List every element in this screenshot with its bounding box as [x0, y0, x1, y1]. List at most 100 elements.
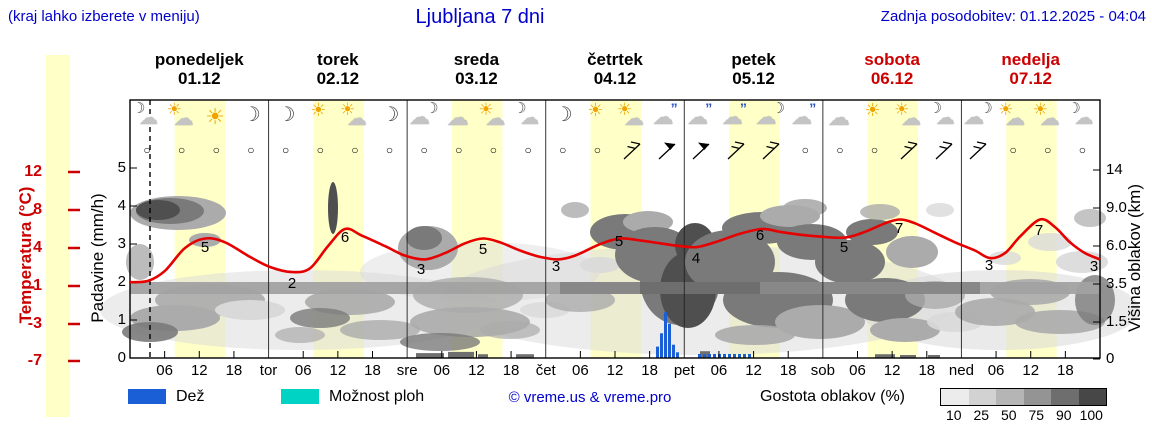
temperature-value-label: 3 — [985, 257, 993, 274]
cloud-cover-symbol: ○ — [351, 143, 359, 157]
rain-bar — [676, 352, 679, 358]
cloud-blob — [580, 257, 620, 273]
moon-icon: ☽ — [928, 100, 943, 117]
drizzle-mark — [748, 354, 751, 358]
cloud-icon: ☁ — [624, 108, 644, 130]
temperature-value-label: 5 — [479, 241, 487, 258]
cloud-blob — [846, 219, 898, 245]
temp-tick-label: 8 — [33, 201, 42, 218]
cloud-cover-symbol: ○ — [247, 143, 255, 157]
cloud-icon: ☁ — [1005, 108, 1026, 130]
cloud-cover-symbol: ○ — [559, 143, 567, 157]
precip-tick-label: 4 — [117, 197, 126, 214]
precip-tick-label: 1 — [117, 311, 126, 328]
moon-icon: ☽ — [979, 100, 993, 117]
xaxis-hour-label: 18 — [641, 362, 658, 379]
weather-icon-moon-cloud: ☽ ☁ — [927, 101, 961, 141]
cloud-cover-symbol: ○ — [143, 143, 151, 157]
sun-icon: ☀ — [205, 104, 226, 129]
cloud-blob — [783, 199, 827, 217]
cloud-cover-symbol: ○ — [177, 143, 186, 157]
cloud-cover-symbol: ○ — [524, 143, 532, 157]
weather-icon-sun-fog: ☀ — [580, 101, 614, 141]
temperature-value-label: 7 — [895, 220, 903, 237]
day-header-petek: petek 05.12 — [684, 50, 823, 88]
cloud-cover-symbol: ○ — [1044, 143, 1052, 157]
weather-icon-moon: ☽ — [234, 101, 268, 141]
cloud-blob — [290, 308, 350, 328]
sun-icon: ☀ — [587, 100, 604, 120]
credit-link[interactable]: © vreme.us & vreme.pro — [508, 389, 672, 406]
day-header-četrtek: četrtek 04.12 — [546, 50, 685, 88]
weather-icon-moon-cloud: ☽ ☁ — [130, 101, 164, 141]
cloud-tick-label: 3.5 — [1106, 275, 1127, 292]
weather-icon-sun-fog: ☀ — [303, 101, 337, 141]
temperature-value-label: 3 — [1090, 258, 1098, 275]
weather-icon-moon-cloud: ☽ ☁ — [1065, 101, 1099, 141]
temperature-value-label: 6 — [341, 229, 349, 246]
cloud-blob — [926, 203, 954, 217]
sun-icon: ☀ — [310, 100, 327, 120]
xaxis-hour-label: 06 — [294, 362, 312, 379]
drizzle-mark — [738, 354, 741, 358]
xaxis-hour-label: 12 — [329, 362, 347, 379]
precip-tick-label: 2 — [117, 273, 126, 290]
density-tick-label: 75 — [1028, 407, 1045, 423]
day-header-sreda: sreda 03.12 — [407, 50, 546, 88]
cloud-icon: ☁ — [652, 106, 674, 129]
weather-icon-sun-cloud: ☀ ☁ — [892, 101, 926, 141]
drizzle-mark — [728, 354, 731, 358]
moon-icon: ☽ — [513, 100, 527, 117]
cloud-cover-symbol: ○ — [455, 143, 463, 157]
density-segment — [941, 389, 969, 405]
drizzle-mark — [743, 354, 746, 358]
cloud-blob — [955, 298, 1035, 326]
cloud-icon: ☁ — [901, 108, 922, 130]
gray-precip-bar — [928, 355, 940, 358]
cloud-cover-symbol: ○ — [281, 143, 290, 157]
xaxis-hour-label: 06 — [433, 362, 451, 379]
last-updated: Zadnja posodobitev: 01.12.2025 - 04:04 — [880, 8, 1146, 25]
day-header-torek: torek 02.12 — [269, 50, 408, 88]
cloud-icon: ☁ — [173, 108, 194, 130]
day-header-ponedeljek: ponedeljek 01.12 — [130, 50, 269, 88]
cloud-cover-symbol: ○ — [385, 143, 394, 157]
cloud-icon: ☁ — [935, 108, 955, 129]
weather-icon-cloud-drizzle: ☁” — [719, 101, 753, 141]
cloud-cover-symbol: ○ — [801, 143, 809, 157]
cloud-blob — [275, 327, 325, 343]
precipitation-layer — [416, 312, 940, 358]
cloud-icon: ☁ — [827, 105, 850, 130]
day-date: 05.12 — [732, 69, 775, 88]
temperature-value-label: 7 — [1035, 222, 1043, 239]
cloud-cover-symbol: ○ — [593, 143, 602, 157]
cloud-blob — [189, 233, 221, 247]
cloud-tick-label: 9.0 — [1106, 199, 1127, 216]
gray-precip-bar — [448, 351, 474, 358]
xaxis-hour-label: 18 — [918, 362, 936, 379]
cloud-blob — [870, 318, 940, 342]
gray-precip-bar — [416, 353, 444, 358]
drizzle-icon: ” — [809, 100, 817, 116]
showers-legend-label: Možnost ploh — [329, 388, 425, 405]
day-name: petek — [731, 50, 776, 69]
cloud-icon: ☁ — [1039, 108, 1060, 130]
gray-precip-bar — [478, 354, 488, 358]
cloud-blob — [215, 300, 285, 320]
cloud-cover-symbol: ○ — [316, 143, 324, 157]
xaxis-hour-label: 12 — [190, 362, 208, 379]
cloud-density-label: Gostota oblakov (%) — [760, 388, 905, 405]
weather-icon-cloud-moon: ☽ ☁ — [407, 101, 441, 141]
density-tick-label: 50 — [1000, 407, 1017, 423]
cloud-tick-label: 0 — [1106, 350, 1115, 367]
xaxis-hour-label: 06 — [987, 362, 1005, 379]
moon-icon: ☽ — [771, 100, 786, 117]
day-header-nedelja: nedelja 07.12 — [961, 50, 1100, 88]
temperature-value-label: 2 — [288, 275, 296, 292]
xaxis-hour-label: 18 — [1057, 362, 1074, 379]
drizzle-icon: ” — [670, 100, 678, 116]
temperature-value-label: 5 — [201, 239, 209, 256]
day-name: ponedeljek — [154, 50, 244, 69]
xaxis-hour-label: 06 — [156, 362, 173, 379]
